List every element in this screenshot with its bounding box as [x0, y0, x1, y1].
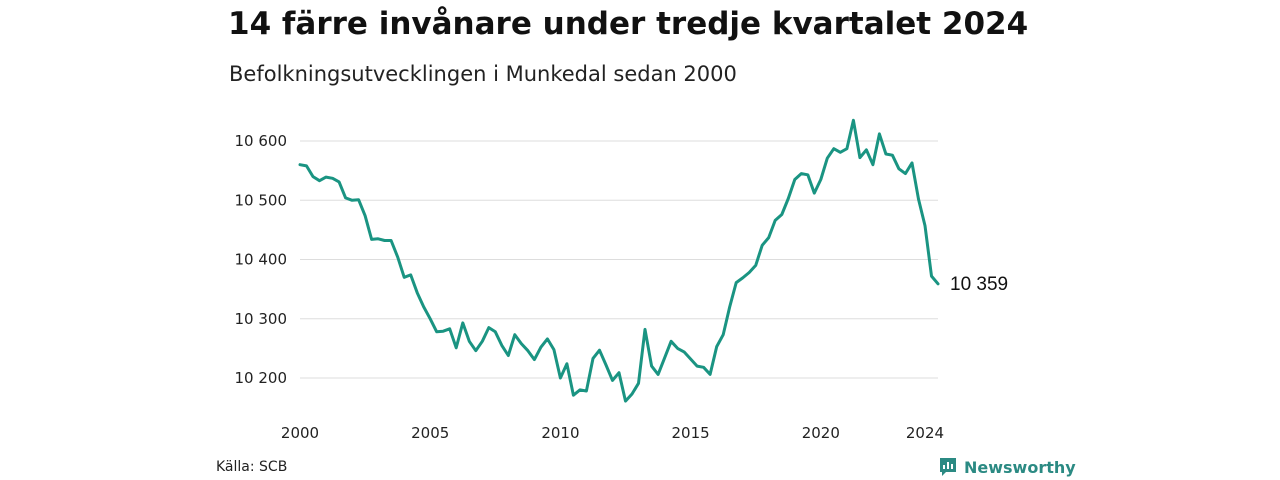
y-axis-ticks: 10 200 10 300 10 400 10 500 10 600: [235, 132, 288, 387]
y-tick-label: 10 500: [235, 191, 288, 209]
brand-name: Newsworthy: [964, 457, 1076, 477]
chart-subtitle: Befolkningsutvecklingen i Munkedal sedan…: [229, 62, 737, 86]
brand-logo[interactable]: Newsworthy: [938, 456, 1076, 478]
source-note: Källa: SCB: [216, 459, 288, 475]
y-tick-label: 10 400: [235, 251, 288, 269]
newsworthy-icon: [940, 458, 956, 476]
end-label-layer: 10 359: [950, 274, 1008, 295]
x-tick-label: 2005: [411, 424, 449, 442]
x-tick-label: 2024: [906, 424, 944, 442]
end-value-label: 10 359: [950, 274, 1008, 295]
grid-lines: [300, 140, 938, 379]
series-line: [298, 118, 940, 403]
series-layer: [298, 118, 940, 403]
x-axis-ticks: 2000 2005 2010 2015 2020 2024: [281, 424, 944, 442]
chart-title: 14 färre invånare under tredje kvartalet…: [228, 6, 1029, 42]
y-tick-label: 10 200: [235, 369, 288, 387]
x-tick-label: 2010: [541, 424, 579, 442]
y-tick-label: 10 600: [235, 132, 288, 150]
y-tick-label: 10 300: [235, 310, 288, 328]
x-tick-label: 2000: [281, 424, 319, 442]
x-tick-label: 2020: [802, 424, 840, 442]
x-tick-label: 2015: [672, 424, 710, 442]
